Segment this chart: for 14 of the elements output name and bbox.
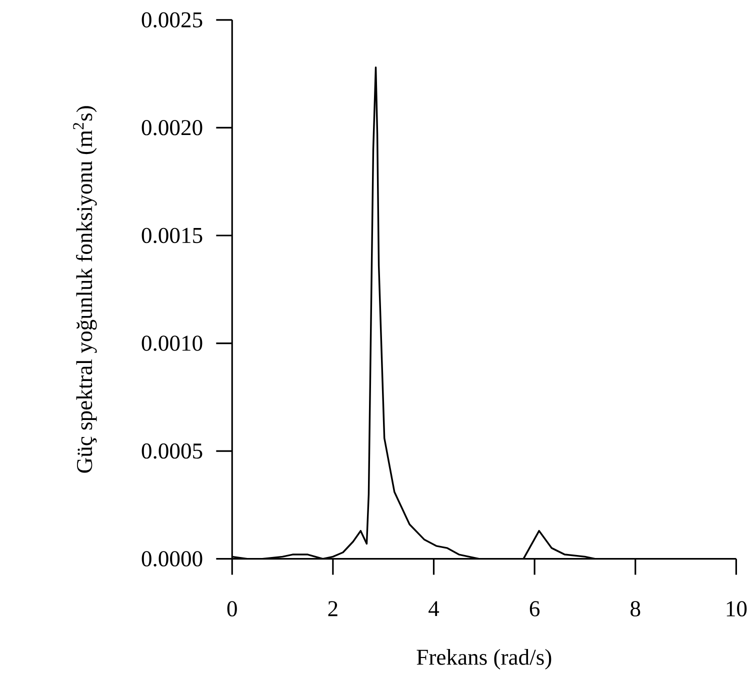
y-tick-label: 0.0005 bbox=[142, 443, 202, 459]
y-tick-label: 0.0010 bbox=[142, 335, 202, 351]
x-tick-label: 10 bbox=[726, 601, 747, 616]
y-axis-title: Güç spektral yoğunluk fonksiyonu (m$^{2}$s) bbox=[73, 106, 97, 473]
y-tick-label: 0.0025 bbox=[142, 12, 202, 28]
x-tick-label: 2 bbox=[328, 601, 338, 616]
x-tick-label: 6 bbox=[530, 601, 540, 616]
x-tick-label: 8 bbox=[630, 601, 640, 616]
y-tick-label: 0.0000 bbox=[142, 551, 202, 566]
x-axis-title: Frekans (rad/s) bbox=[416, 648, 552, 670]
y-tick-label: 0.0015 bbox=[142, 228, 202, 243]
x-tick-label: 0 bbox=[227, 601, 237, 616]
x-tick-label: 4 bbox=[428, 601, 440, 616]
y-tick-label: 0.0020 bbox=[142, 120, 202, 136]
